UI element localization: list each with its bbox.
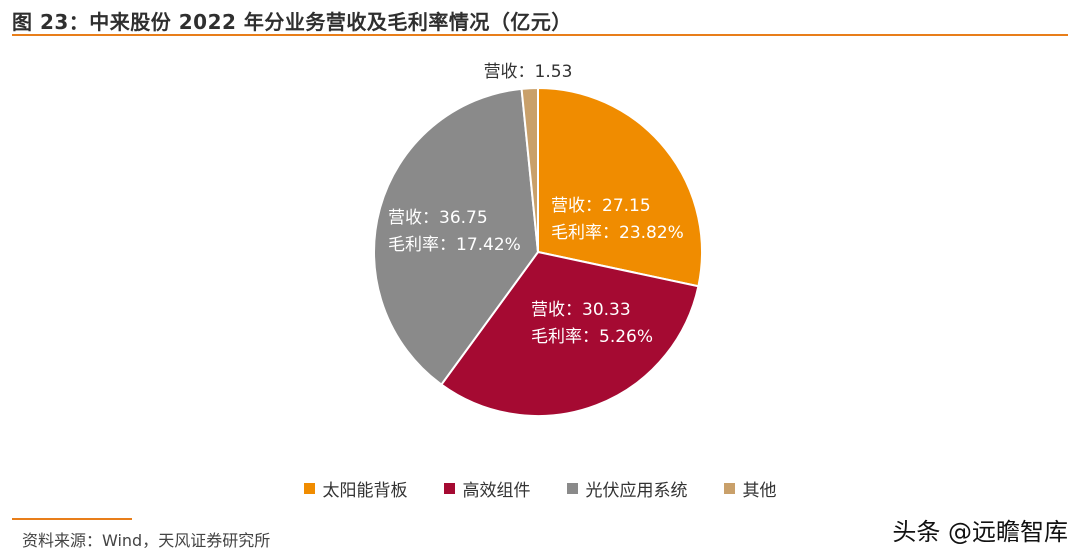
slice-revenue-label-1: 营收：27.15 xyxy=(551,196,651,216)
title-divider xyxy=(12,34,1068,36)
pie-slice-1 xyxy=(537,86,703,288)
legend-item-1: 太阳能背板 xyxy=(303,476,408,501)
source-note: 资料来源：Wind，天风证券研究所 xyxy=(22,531,271,550)
slice-margin-label-1: 毛利率：23.82% xyxy=(551,223,684,243)
watermark: 头条 @远瞻智库 xyxy=(892,518,1068,546)
legend-item-4: 其他 xyxy=(723,476,777,501)
footer-divider xyxy=(12,518,132,520)
pie-slice-4 xyxy=(520,86,539,253)
pie-chart: 营收：27.15 毛利率：23.82% 营收：30.33 毛利率：5.26% 营收：36… xyxy=(373,62,703,417)
slice-revenue-label-4: 营收：1.53 xyxy=(484,62,573,82)
legend-swatch xyxy=(443,483,455,494)
pie-slice-2 xyxy=(439,250,700,417)
legend-swatch xyxy=(303,483,315,494)
slice-revenue-label-3: 营收：36.75 xyxy=(388,208,488,228)
slice-margin-label-2: 毛利率：5.26% xyxy=(531,327,653,347)
legend-swatch xyxy=(723,483,735,494)
slice-margin-label-3: 毛利率：17.42% xyxy=(388,235,521,255)
chart-title: 图 23：中来股份 2022 年分业务营收及毛利率情况（亿元） xyxy=(12,10,572,34)
chart-legend: 太阳能背板 高效组件 光伏应用系统 其他 xyxy=(0,476,1080,501)
legend-label: 高效组件 xyxy=(462,481,531,501)
pie-slice-3 xyxy=(373,87,540,386)
slice-revenue-label-2: 营收：30.33 xyxy=(531,300,631,320)
legend-item-3: 光伏应用系统 xyxy=(566,476,688,501)
legend-item-2: 高效组件 xyxy=(443,476,531,501)
legend-label: 其他 xyxy=(742,481,777,501)
legend-label: 光伏应用系统 xyxy=(585,481,688,501)
legend-label: 太阳能背板 xyxy=(322,481,408,501)
legend-swatch xyxy=(566,483,578,494)
